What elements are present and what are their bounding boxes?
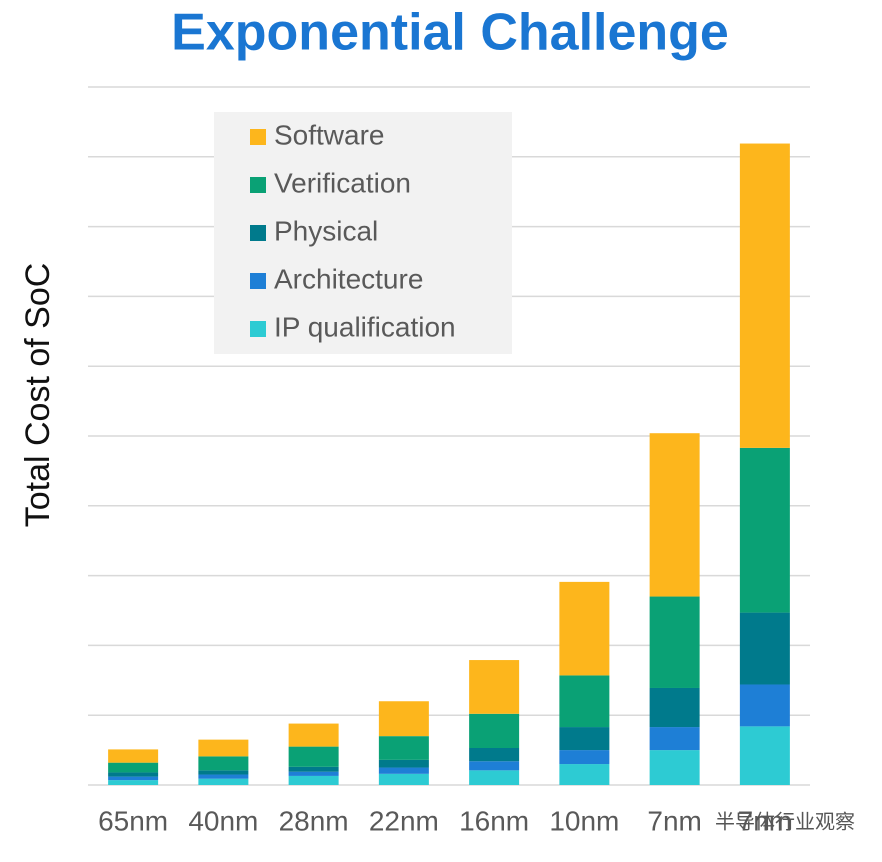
bar-segment [739,143,790,448]
legend-swatch [250,129,266,145]
bar-segment [649,596,700,688]
bar-segment [378,701,429,737]
bar-segment [198,756,249,771]
bar-segment [198,739,249,757]
bar-segment [649,727,700,751]
bar-segment [288,775,339,785]
bar-segment [288,723,339,747]
x-tick-label: 40nm [188,805,258,836]
legend-swatch [250,225,266,241]
bars [108,143,790,785]
legend-label: IP qualification [274,311,456,342]
bar-segment [469,713,520,749]
bar-segment [469,748,520,762]
bar-segment [108,762,159,773]
legend-label: Architecture [274,263,423,294]
bar-segment [739,447,790,613]
bar-segment [108,772,159,777]
x-tick-label: 22nm [369,805,439,836]
watermark: 半导体行业观察 [715,810,855,833]
x-tick-label: 7nm [738,805,792,836]
y-axis-label: Total Cost of SoC [19,263,57,528]
bar-segment [649,433,700,597]
x-labels: 65nm 40nm 28nm 22nm 16nm 10nm 7nm 7nm [98,805,792,836]
legend-label: Physical [274,215,378,246]
bar-segment [198,774,249,779]
bar-segment [198,770,249,775]
bar-segment [559,764,610,785]
bar-segment [739,612,790,685]
bar-segment [559,727,610,751]
bar-segment [649,750,700,785]
bar-segment [378,759,429,768]
bar-segment [649,687,700,728]
bar-segment [378,767,429,774]
bar-segment [559,750,610,765]
x-tick-label: 28nm [279,805,349,836]
x-tick-label: 65nm [98,805,168,836]
bar-segment [288,771,339,776]
legend-label: Software [274,119,385,150]
legend-swatch [250,177,266,193]
bar-segment [469,761,520,771]
bar-segment [559,581,610,676]
bar-segment [108,776,159,781]
chart-title: Exponential Challenge [171,4,729,62]
legend: IP qualification Architecture Physical Veri… [250,119,456,342]
bar-segment [108,749,159,763]
bar-segment [198,778,249,785]
bar-segment [469,770,520,785]
x-tick-label: 16nm [459,805,529,836]
bar-segment [108,780,159,785]
bar-segment [378,736,429,760]
bar-segment [739,684,790,727]
bar-segment [288,746,339,767]
bar-segment [559,675,610,728]
x-tick-label: 10nm [549,805,619,836]
legend-label: Verification [274,167,411,198]
legend-swatch [250,273,266,289]
legend-swatch [250,321,266,337]
x-tick-label: 7nm [647,805,701,836]
bar-segment [739,726,790,785]
bar-segment [469,660,520,714]
bar-segment [378,773,429,785]
bar-segment [288,766,339,772]
